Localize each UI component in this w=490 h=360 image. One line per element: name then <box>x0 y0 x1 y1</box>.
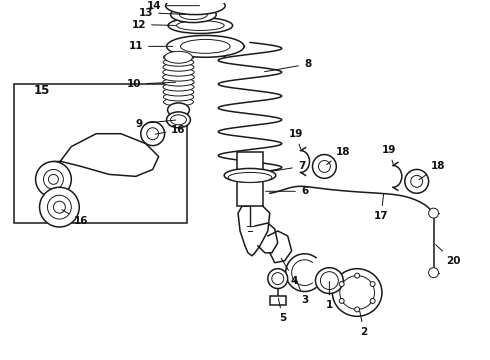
Text: 7: 7 <box>261 161 305 173</box>
Text: 5: 5 <box>278 298 286 323</box>
Ellipse shape <box>163 63 194 71</box>
Ellipse shape <box>268 269 288 288</box>
Circle shape <box>370 298 375 303</box>
Circle shape <box>147 128 159 140</box>
Text: 8: 8 <box>265 59 311 72</box>
Text: 11: 11 <box>128 41 173 51</box>
Ellipse shape <box>168 18 233 33</box>
Ellipse shape <box>167 35 244 57</box>
Circle shape <box>44 170 63 189</box>
Circle shape <box>141 122 165 145</box>
Circle shape <box>370 282 375 287</box>
Circle shape <box>355 307 360 312</box>
Circle shape <box>429 208 439 218</box>
Circle shape <box>318 161 330 172</box>
Ellipse shape <box>179 10 207 19</box>
Circle shape <box>405 170 429 193</box>
Text: 18: 18 <box>326 147 350 165</box>
Circle shape <box>339 282 344 287</box>
Text: 17: 17 <box>374 194 388 221</box>
Ellipse shape <box>316 268 343 293</box>
Ellipse shape <box>171 115 186 125</box>
Ellipse shape <box>163 88 194 96</box>
Ellipse shape <box>164 98 194 106</box>
Text: 18: 18 <box>419 161 446 180</box>
Ellipse shape <box>320 272 338 289</box>
Circle shape <box>355 273 360 278</box>
Text: 20: 20 <box>436 245 461 266</box>
Circle shape <box>53 201 65 213</box>
Text: 14: 14 <box>147 1 199 11</box>
Ellipse shape <box>168 103 190 117</box>
Circle shape <box>48 195 72 219</box>
Text: 9: 9 <box>135 119 176 129</box>
Ellipse shape <box>163 58 194 66</box>
Ellipse shape <box>163 53 194 61</box>
Ellipse shape <box>228 172 272 182</box>
Circle shape <box>191 0 200 3</box>
Text: 16: 16 <box>155 125 186 135</box>
Ellipse shape <box>165 51 193 63</box>
Text: 19: 19 <box>382 145 396 164</box>
Ellipse shape <box>167 112 191 128</box>
Circle shape <box>40 187 79 227</box>
Text: 6: 6 <box>266 186 308 196</box>
Ellipse shape <box>163 83 194 91</box>
Circle shape <box>36 162 72 197</box>
Ellipse shape <box>176 21 224 31</box>
Ellipse shape <box>180 39 230 53</box>
Bar <box>14 84 188 223</box>
Text: 12: 12 <box>131 19 176 30</box>
Circle shape <box>339 298 344 303</box>
Ellipse shape <box>166 0 225 15</box>
Text: 2: 2 <box>360 311 368 337</box>
Text: 16: 16 <box>62 210 89 226</box>
Circle shape <box>49 174 58 184</box>
Ellipse shape <box>171 7 216 23</box>
Bar <box>237 152 263 206</box>
Ellipse shape <box>163 93 194 101</box>
Ellipse shape <box>163 73 195 81</box>
Text: 19: 19 <box>289 129 303 149</box>
Text: 10: 10 <box>126 79 176 89</box>
Ellipse shape <box>163 78 194 86</box>
Ellipse shape <box>224 168 276 182</box>
Ellipse shape <box>163 68 194 76</box>
Text: 3: 3 <box>295 278 308 305</box>
Ellipse shape <box>340 276 374 309</box>
Circle shape <box>429 268 439 278</box>
Text: 15: 15 <box>33 84 49 96</box>
Text: 13: 13 <box>139 8 186 18</box>
Ellipse shape <box>332 269 382 316</box>
Text: 1: 1 <box>326 282 333 310</box>
Circle shape <box>411 175 423 187</box>
Text: 4: 4 <box>281 258 298 285</box>
Circle shape <box>313 154 336 178</box>
Ellipse shape <box>272 273 284 284</box>
Bar <box>270 297 286 305</box>
